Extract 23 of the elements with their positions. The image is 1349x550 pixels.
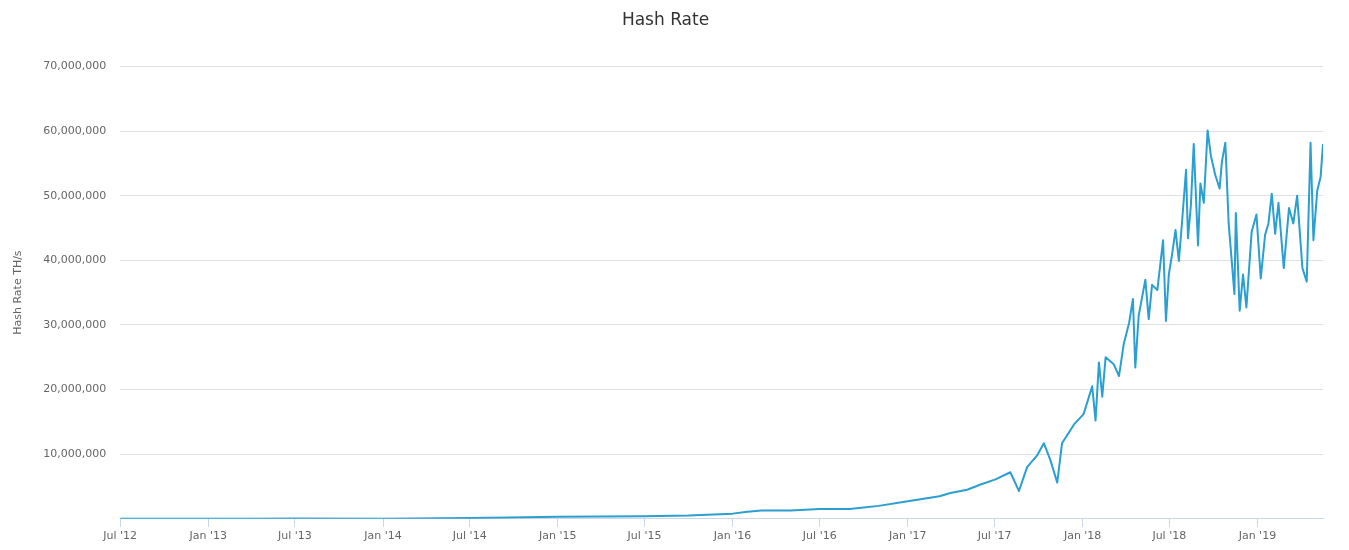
- x-tick-label: Jan '18: [1062, 529, 1102, 543]
- y-tick-label: 30,000,000: [43, 317, 107, 331]
- x-tick-label: Jul '13: [277, 529, 312, 543]
- y-tick-label: 20,000,000: [43, 382, 107, 396]
- x-tick-label: Jul '15: [626, 529, 662, 543]
- y-tick-label: 40,000,000: [43, 253, 107, 267]
- y-tick-label: 10,000,000: [43, 447, 107, 461]
- x-tick-label: Jul '18: [1151, 529, 1187, 543]
- x-tick-label: Jan '16: [712, 529, 752, 543]
- y-tick-label: 70,000,000: [43, 59, 107, 73]
- x-tick-label: Jan '13: [188, 529, 228, 543]
- x-tick-label: Jul '17: [976, 529, 1012, 543]
- x-tick-label: Jan '19: [1237, 529, 1277, 543]
- x-tick-label: Jul '12: [102, 529, 138, 543]
- x-tick-label: Jul '14: [451, 529, 487, 543]
- y-tick-label: 50,000,000: [43, 188, 107, 202]
- y-tick-label: 60,000,000: [43, 123, 107, 137]
- x-tick-label: Jul '16: [801, 529, 837, 543]
- chart-title: Hash Rate: [621, 8, 710, 29]
- x-tick-label: Jan '14: [363, 529, 402, 543]
- y-axis-title: Hash Rate TH/s: [11, 250, 25, 335]
- x-tick-label: Jan '17: [888, 529, 927, 543]
- x-tick-label: Jan '15: [538, 529, 577, 543]
